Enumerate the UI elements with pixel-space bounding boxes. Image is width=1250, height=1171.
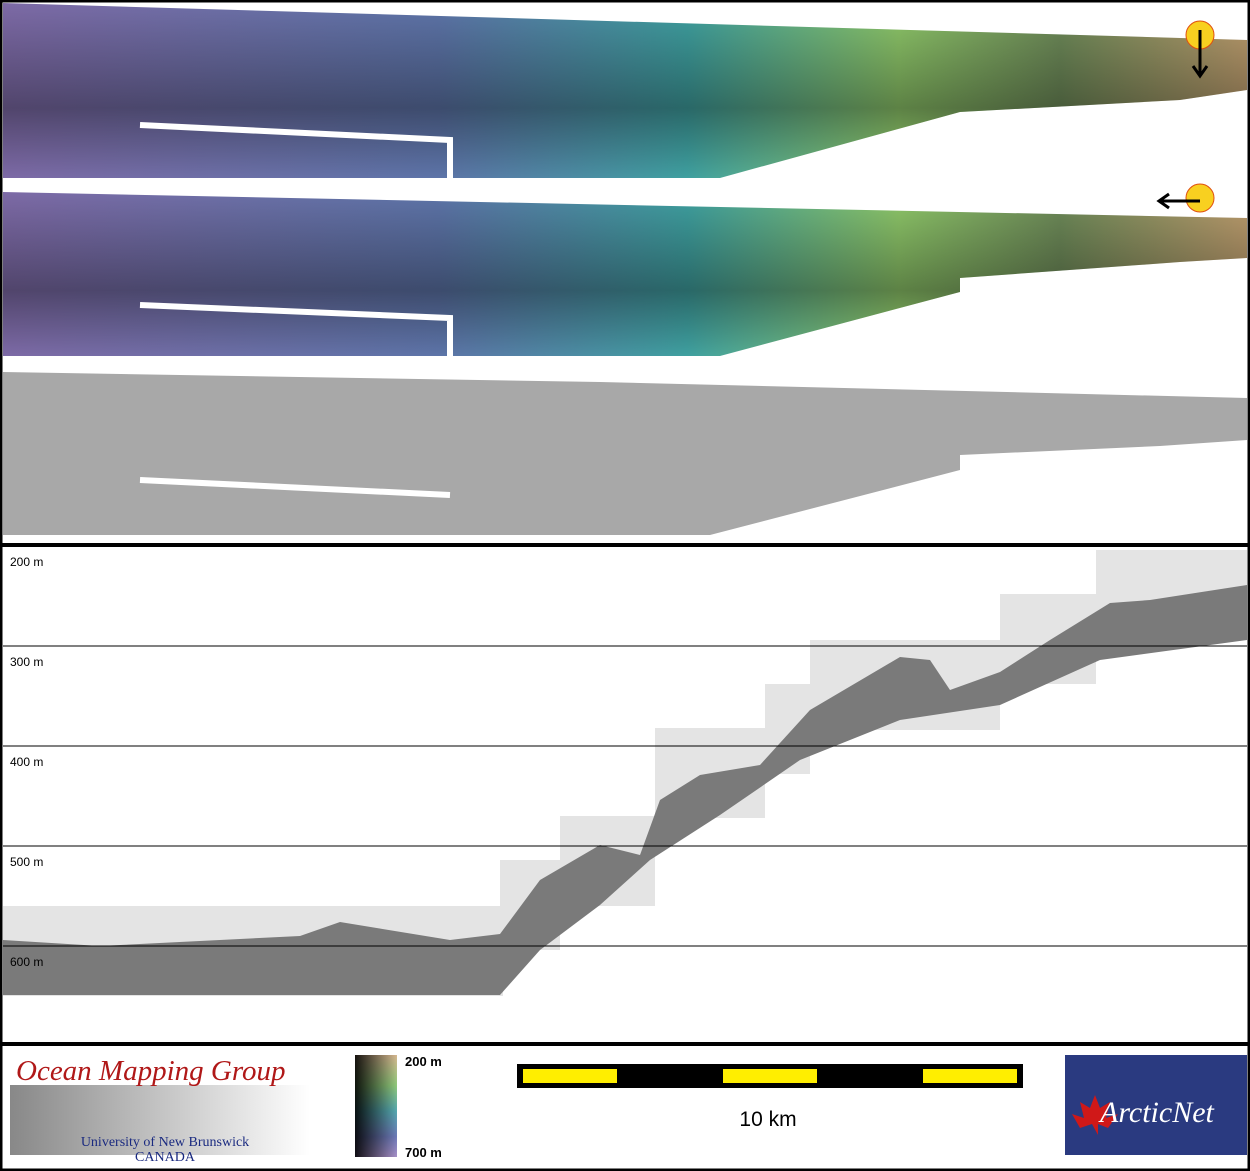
logo-text: ArcticNet [1098, 1096, 1215, 1129]
scale-label: 10 km [739, 1108, 796, 1131]
profile: 200 m 300 m 400 m 500 m 600 m [3, 550, 1247, 996]
depth-label: 600 m [10, 955, 43, 969]
depth-label: 200 m [10, 555, 43, 569]
sun-arrow [1156, 192, 1200, 210]
swath-strips [3, 3, 1247, 535]
omg-logo: Ocean Mapping Group University of New Br… [10, 1055, 310, 1165]
depth-label: 500 m [10, 855, 43, 869]
seabed-echo [3, 585, 1247, 995]
logo-bg [10, 1085, 310, 1155]
logo-text: University of New Brunswick [81, 1135, 249, 1150]
sun-icon [1185, 183, 1215, 213]
backscatter-strip [3, 372, 1247, 535]
scale-bar: 10 km [517, 1064, 1023, 1131]
colorbar: 200 m 700 m [355, 1054, 442, 1160]
colorbar-shade [355, 1055, 397, 1157]
arcticnet-logo: ArcticNet [1065, 1055, 1247, 1155]
logo-title: Ocean Mapping Group [16, 1055, 286, 1087]
depth-label: 300 m [10, 655, 43, 669]
gap [139, 122, 453, 498]
colorbar-label: 700 m [405, 1145, 442, 1160]
sun-arrow [1191, 30, 1209, 79]
colorbar-label: 200 m [405, 1054, 442, 1069]
maple-leaf [1072, 1095, 1118, 1135]
logo-text: CANADA [135, 1150, 196, 1165]
depth-label: 400 m [10, 755, 43, 769]
